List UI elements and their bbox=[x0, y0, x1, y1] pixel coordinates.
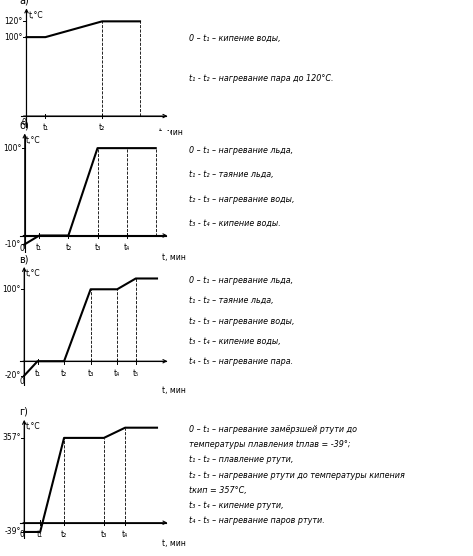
Text: 357°: 357° bbox=[2, 433, 21, 443]
Text: -39°: -39° bbox=[4, 528, 21, 537]
Text: t₂ - t₃ – нагревание ртути до температуры кипения: t₂ - t₃ – нагревание ртути до температур… bbox=[189, 470, 405, 480]
Text: t,°C: t,°C bbox=[26, 269, 40, 278]
Text: t₁ - t₂ – таяние льда,: t₁ - t₂ – таяние льда, bbox=[189, 296, 274, 305]
Text: t,°C: t,°C bbox=[28, 11, 43, 20]
Text: температуры плавления tплав = -39°;: температуры плавления tплав = -39°; bbox=[189, 440, 351, 449]
Text: t,°C: t,°C bbox=[26, 136, 41, 145]
Text: t₃: t₃ bbox=[101, 530, 107, 539]
Text: tкип = 357°C,: tкип = 357°C, bbox=[189, 486, 247, 495]
Text: t₁: t₁ bbox=[37, 530, 43, 539]
Text: t₃ - t₄ – кипение ртути,: t₃ - t₄ – кипение ртути, bbox=[189, 501, 284, 510]
Text: t, мин: t, мин bbox=[159, 128, 183, 137]
Text: 100°: 100° bbox=[3, 143, 21, 153]
Text: t₅: t₅ bbox=[132, 369, 139, 378]
Text: t, мин: t, мин bbox=[162, 386, 186, 395]
Text: t₃: t₃ bbox=[88, 369, 94, 378]
Text: -10°: -10° bbox=[5, 240, 21, 249]
Text: t₄: t₄ bbox=[114, 369, 120, 378]
Text: t₂: t₂ bbox=[65, 243, 71, 252]
Text: 0 – t₁ – нагревание льда,: 0 – t₁ – нагревание льда, bbox=[189, 146, 293, 155]
Text: t₄: t₄ bbox=[123, 243, 130, 252]
Text: г): г) bbox=[19, 407, 28, 417]
Text: t,°C: t,°C bbox=[26, 423, 40, 431]
Text: 0 – t₁ – нагревание льда,: 0 – t₁ – нагревание льда, bbox=[189, 276, 293, 285]
Text: t₁: t₁ bbox=[35, 369, 41, 378]
Text: 100°: 100° bbox=[4, 33, 23, 42]
Text: t₄: t₄ bbox=[122, 530, 128, 539]
Text: б): б) bbox=[19, 121, 29, 131]
Text: 0: 0 bbox=[19, 377, 24, 386]
Text: 0 – t₁ – нагревание замёрзшей ртути до: 0 – t₁ – нагревание замёрзшей ртути до bbox=[189, 425, 357, 434]
Text: t₁ - t₂ – нагревание пара до 120°C.: t₁ - t₂ – нагревание пара до 120°C. bbox=[189, 75, 333, 83]
Text: t₁ - t₂ – плавление ртути,: t₁ - t₂ – плавление ртути, bbox=[189, 455, 294, 464]
Text: в): в) bbox=[19, 254, 28, 264]
Text: -20°: -20° bbox=[4, 371, 21, 380]
Text: t₃: t₃ bbox=[95, 243, 101, 252]
Text: 0: 0 bbox=[20, 244, 25, 252]
Text: 0 – t₁ – кипение воды,: 0 – t₁ – кипение воды, bbox=[189, 34, 281, 43]
Text: t₁ - t₂ – таяние льда,: t₁ - t₂ – таяние льда, bbox=[189, 170, 274, 179]
Text: 120°: 120° bbox=[5, 17, 23, 26]
Text: t₃ - t₄ – кипение воды,: t₃ - t₄ – кипение воды, bbox=[189, 337, 281, 346]
Text: t₁: t₁ bbox=[36, 243, 43, 252]
Text: t₂ - t₃ – нагревание воды,: t₂ - t₃ – нагревание воды, bbox=[189, 317, 295, 326]
Text: t₁: t₁ bbox=[43, 123, 48, 132]
Text: 0: 0 bbox=[22, 118, 26, 127]
Text: t₂ - t₃ – нагревание воды,: t₂ - t₃ – нагревание воды, bbox=[189, 195, 295, 203]
Text: t₂: t₂ bbox=[99, 123, 105, 132]
Text: t₂: t₂ bbox=[61, 369, 67, 378]
Text: а): а) bbox=[19, 0, 29, 6]
Text: t₂: t₂ bbox=[61, 530, 67, 539]
Text: t, мин: t, мин bbox=[162, 539, 186, 548]
Text: t₄ - t₅ – нагревание пара.: t₄ - t₅ – нагревание пара. bbox=[189, 358, 293, 366]
Text: t, мин: t, мин bbox=[162, 253, 185, 262]
Text: 0: 0 bbox=[19, 530, 24, 539]
Text: 100°: 100° bbox=[2, 285, 21, 294]
Text: t₄ - t₅ – нагревание паров ртути.: t₄ - t₅ – нагревание паров ртути. bbox=[189, 517, 325, 525]
Text: t₃ - t₄ – кипение воды.: t₃ - t₄ – кипение воды. bbox=[189, 219, 281, 228]
